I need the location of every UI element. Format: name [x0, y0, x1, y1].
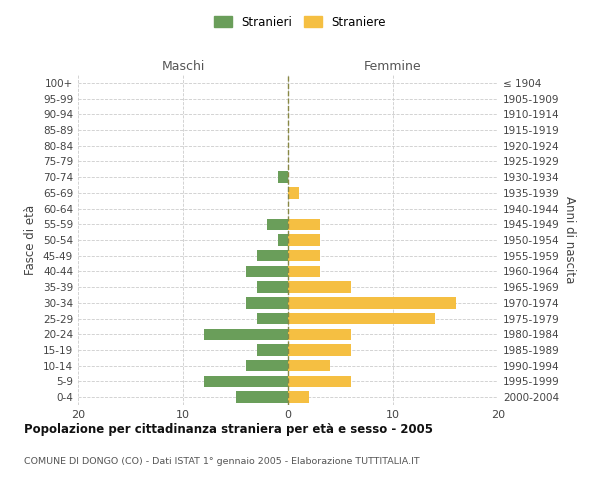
Bar — [288, 266, 320, 277]
Y-axis label: Anni di nascita: Anni di nascita — [563, 196, 576, 284]
Text: COMUNE DI DONGO (CO) - Dati ISTAT 1° gennaio 2005 - Elaborazione TUTTITALIA.IT: COMUNE DI DONGO (CO) - Dati ISTAT 1° gen… — [24, 458, 419, 466]
Bar — [288, 344, 351, 356]
Text: Maschi: Maschi — [161, 60, 205, 72]
Bar — [288, 282, 351, 293]
Bar — [204, 328, 288, 340]
Bar — [246, 360, 288, 372]
Bar — [204, 376, 288, 387]
Bar — [246, 297, 288, 308]
Bar — [288, 234, 320, 246]
Bar — [267, 218, 288, 230]
Bar — [288, 187, 299, 198]
Bar — [277, 234, 288, 246]
Legend: Stranieri, Straniere: Stranieri, Straniere — [209, 11, 391, 34]
Bar — [288, 328, 351, 340]
Bar — [257, 282, 288, 293]
Bar — [288, 297, 456, 308]
Bar — [277, 172, 288, 183]
Bar — [257, 313, 288, 324]
Y-axis label: Fasce di età: Fasce di età — [25, 205, 37, 275]
Bar — [246, 266, 288, 277]
Bar — [257, 250, 288, 262]
Text: Femmine: Femmine — [364, 60, 422, 72]
Bar — [288, 313, 435, 324]
Bar — [288, 392, 309, 403]
Bar — [257, 344, 288, 356]
Bar — [288, 250, 320, 262]
Bar — [288, 360, 330, 372]
Bar — [235, 392, 288, 403]
Bar — [288, 376, 351, 387]
Bar — [288, 218, 320, 230]
Text: Popolazione per cittadinanza straniera per età e sesso - 2005: Popolazione per cittadinanza straniera p… — [24, 422, 433, 436]
